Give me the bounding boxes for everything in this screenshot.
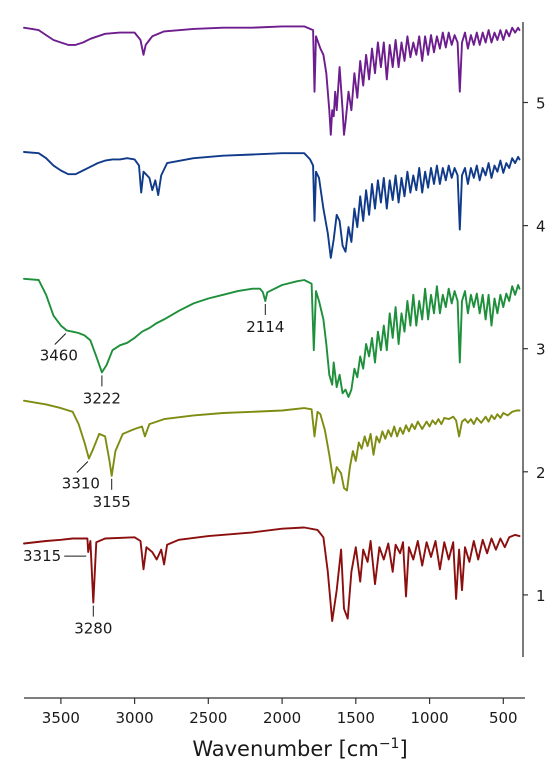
y-tick-label-5: 5	[536, 95, 546, 113]
x-tick-label-3000: 3000	[116, 709, 154, 727]
spectrum-line-4	[23, 151, 521, 259]
right-axis-ticks: 1 2 3 4 5	[523, 95, 546, 605]
peak-leader-3460	[54, 333, 67, 345]
x-tick-label-500: 500	[489, 709, 518, 727]
peak-label-3460: 3460	[40, 347, 78, 365]
y-tick-label-4: 4	[536, 218, 546, 236]
x-tick-label-2500: 2500	[189, 709, 227, 727]
y-tick-label-1: 1	[536, 587, 546, 605]
x-axis-title: Wavenumber [cm−1]	[192, 736, 407, 761]
x-tick-label-2000: 2000	[263, 709, 301, 727]
peak-leader-3310	[76, 461, 89, 473]
peak-label-2114: 2114	[246, 318, 284, 336]
peak-label-3310: 3310	[62, 475, 100, 493]
peak-label-3222: 3222	[83, 389, 121, 407]
spectrum-line-3	[23, 277, 521, 398]
peak-label-3155: 3155	[93, 493, 131, 511]
series-layer	[23, 25, 521, 622]
x-axis-ticks: 3500 3000 2500 2000 1500 1000 500	[42, 698, 518, 727]
x-tick-label-1000: 1000	[411, 709, 449, 727]
peak-label-3315: 3315	[23, 547, 61, 565]
x-axis-title-superscript: −1	[379, 736, 400, 752]
y-tick-label-3: 3	[536, 341, 546, 359]
spectrum-line-2	[23, 399, 521, 492]
peak-label-3280: 3280	[74, 620, 112, 638]
x-axis-title-main: Wavenumber [cm	[192, 737, 378, 761]
spectrum-line-1	[23, 526, 521, 622]
y-tick-label-2: 2	[536, 464, 546, 482]
spectrum-line-5	[23, 25, 521, 136]
x-tick-label-3500: 3500	[42, 709, 80, 727]
x-tick-label-1500: 1500	[337, 709, 375, 727]
x-axis-title-suffix: ]	[399, 737, 407, 761]
